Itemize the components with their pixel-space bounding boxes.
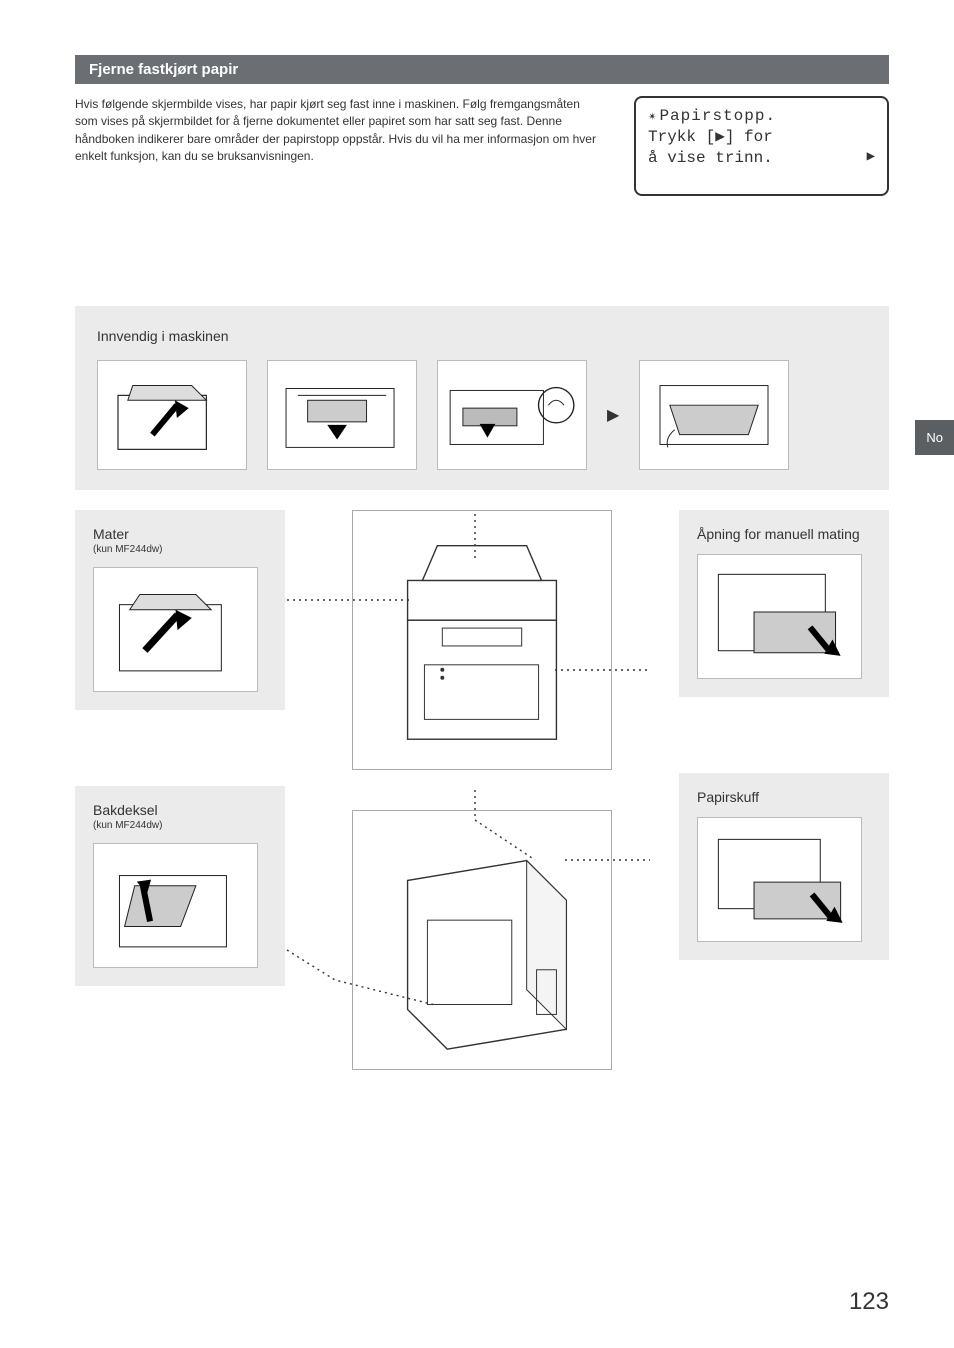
paper-jam-icon: ✴	[648, 109, 657, 125]
apning-thumb	[697, 554, 862, 679]
panel-apning: Åpning for manuell mating	[679, 510, 889, 697]
bakdeksel-title: Bakdeksel	[93, 802, 267, 818]
display-title: Papirstopp.	[659, 107, 776, 125]
printer-rear-view	[352, 810, 612, 1070]
intro-paragraph: Hvis følgende skjermbilde vises, har pap…	[75, 96, 604, 196]
display-line-1: Trykk [▶] for	[648, 127, 875, 148]
display-line-2: å vise trinn.	[648, 148, 875, 169]
printer-front-view	[352, 510, 612, 770]
mater-sub: (kun MF244dw)	[93, 544, 267, 555]
display-arrow-icon: ▶	[867, 148, 875, 166]
bakdeksel-sub: (kun MF244dw)	[93, 820, 267, 831]
printer-display: ✴Papirstopp. Trykk [▶] for å vise trinn.…	[634, 96, 889, 196]
panel-bakdeksel: Bakdeksel (kun MF244dw)	[75, 786, 285, 986]
papirskuff-thumb	[697, 817, 862, 942]
papirskuff-title: Papirskuff	[697, 789, 871, 805]
panel-papirskuff: Papirskuff	[679, 773, 889, 960]
panel-top-title: Innvendig i maskinen	[97, 328, 867, 344]
bakdeksel-thumb	[93, 843, 258, 968]
panel-inside-machine: Innvendig i maskinen ▶	[75, 306, 889, 490]
thumb-step-1	[97, 360, 247, 470]
sequence-arrow-icon: ▶	[607, 405, 619, 425]
mater-thumb	[93, 567, 258, 692]
thumb-step-3	[437, 360, 587, 470]
mater-title: Mater	[93, 526, 267, 542]
section-header: Fjerne fastkjørt papir	[75, 55, 889, 84]
panel-mater: Mater (kun MF244dw)	[75, 510, 285, 710]
page-number: 123	[849, 1288, 889, 1316]
thumb-step-4	[639, 360, 789, 470]
language-tab: No	[915, 420, 954, 455]
apning-title: Åpning for manuell mating	[697, 526, 871, 542]
thumb-step-2	[267, 360, 417, 470]
